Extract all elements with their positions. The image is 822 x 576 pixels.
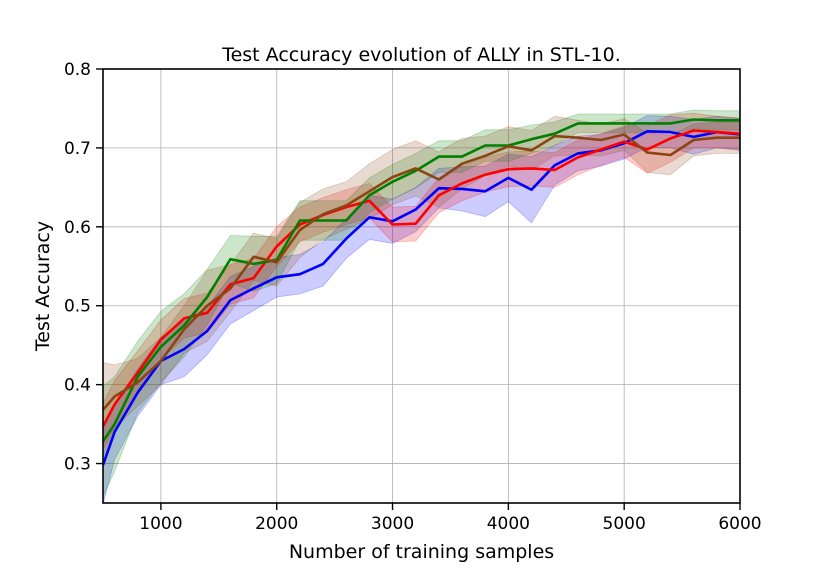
- x-tick-label: 5000: [603, 514, 646, 534]
- series-line-3: [103, 133, 740, 411]
- y-tick-label: 0.7: [64, 139, 91, 159]
- x-tick-label: 4000: [487, 514, 530, 534]
- y-axis-label: Test Accuracy: [32, 221, 54, 352]
- series-band-1: [103, 112, 740, 451]
- series-band-0: [103, 115, 740, 503]
- y-tick-label: 0.3: [64, 455, 91, 475]
- series-band-2: [103, 109, 740, 497]
- series-lines: [103, 118, 740, 466]
- y-tick-label: 0.8: [64, 60, 91, 80]
- x-tick-label: 2000: [255, 514, 298, 534]
- ticks: 1000 2000 3000 4000 5000 6000 0.3 0.4 0.5 0.6 0.7 0…: [64, 60, 762, 534]
- x-tick-label: 3000: [371, 514, 414, 534]
- x-tick-label: 1000: [139, 514, 182, 534]
- series-line-2: [103, 118, 740, 443]
- x-tick-label: 6000: [718, 514, 761, 534]
- y-tick-label: 0.6: [64, 218, 91, 238]
- x-axis-label: Number of training samples: [289, 541, 554, 563]
- chart-title: Test Accuracy evolution of ALLY in STL-1…: [221, 44, 621, 66]
- plot-frame: [102, 68, 741, 504]
- y-tick-label: 0.5: [64, 297, 91, 317]
- y-tick-label: 0.4: [64, 376, 91, 396]
